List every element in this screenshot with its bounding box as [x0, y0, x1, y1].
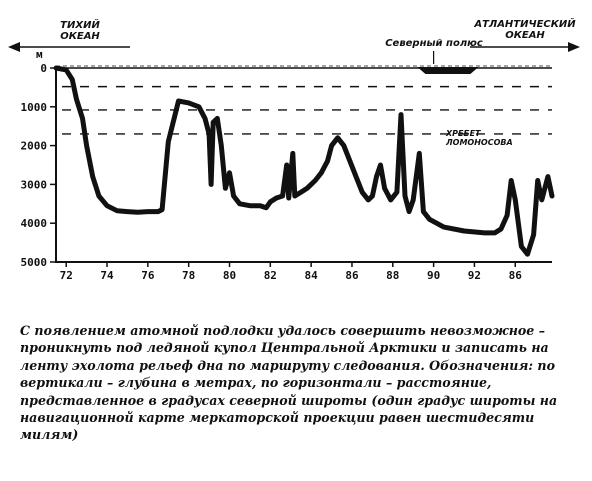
x-tick-label: 76: [141, 269, 155, 282]
ice-block: [417, 67, 479, 74]
depth-profile-chart: 0 1000 2000 3000 4000 5000 м 72 74 76 78 80 82 84 86 8…: [8, 17, 580, 282]
x-tick-label: 92: [468, 269, 481, 282]
y-tick-label: 0: [40, 62, 47, 75]
plot-area: [53, 65, 555, 263]
echogram-figure: 0 1000 2000 3000 4000 5000 м 72 74 76 78 80 82 84 86 8…: [8, 17, 580, 282]
x-tick-label: 78: [182, 269, 195, 282]
y-tick-label: 4000: [21, 217, 48, 230]
x-tick-label: 90: [427, 269, 440, 282]
left-arrow-head: [8, 42, 20, 52]
seabed-profile-line: [53, 65, 555, 257]
y-unit-label: м: [36, 48, 43, 61]
right-arrow-head: [568, 42, 580, 52]
figure-caption: С появлением атомной подлодки удалось со…: [20, 323, 558, 443]
x-tick-label: 82: [264, 269, 277, 282]
y-tick-label: 2000: [21, 140, 48, 153]
x-tick-label: 86: [345, 269, 359, 282]
x-tick-label: 86: [509, 269, 523, 282]
left-ocean-label: ТИХИЙ ОКЕАН: [60, 18, 100, 42]
y-tick-label: 5000: [21, 256, 48, 269]
x-axis: 72 74 76 78 80 82 84 86 88 90 92 86: [60, 262, 523, 282]
y-tick-label: 1000: [21, 101, 48, 114]
right-ocean-label: АТЛАНТИЧЕСКИЙ ОКЕАН: [473, 17, 576, 41]
y-tick-label: 3000: [21, 178, 48, 191]
lomonosov-ridge-label: ХРЕБЕТ ЛОМОНОСОВА: [445, 129, 513, 147]
y-axis: 0 1000 2000 3000 4000 5000 м: [21, 48, 56, 269]
x-tick-label: 84: [305, 269, 319, 282]
north-pole-label: Северный полюс: [385, 38, 483, 49]
x-tick-label: 72: [60, 269, 73, 282]
axis-frame: [55, 68, 552, 263]
x-tick-label: 80: [223, 269, 236, 282]
x-tick-label: 88: [386, 269, 399, 282]
x-tick-label: 74: [100, 269, 114, 282]
